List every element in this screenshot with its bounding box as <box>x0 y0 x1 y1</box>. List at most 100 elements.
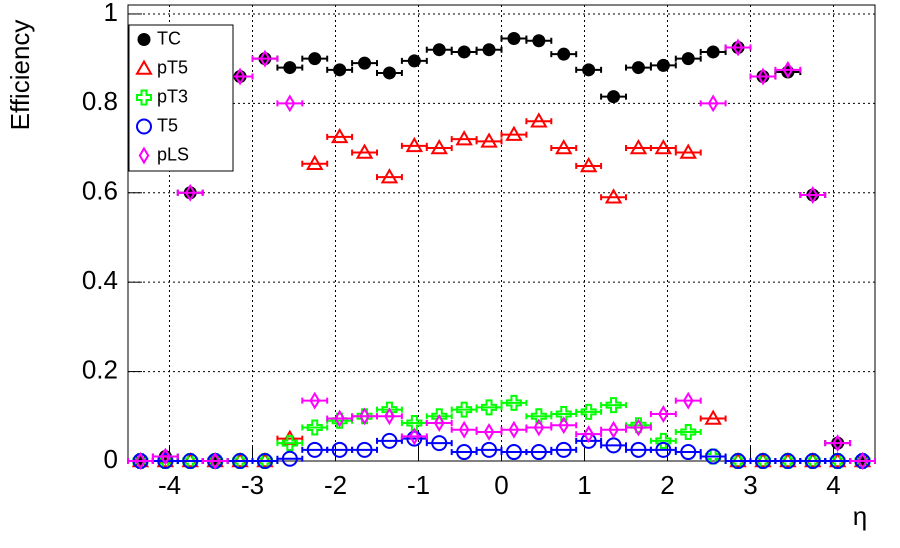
marker <box>330 127 349 144</box>
x-tick-label: -2 <box>324 470 347 500</box>
x-tick-label: 0 <box>494 470 508 500</box>
marker <box>331 441 348 458</box>
marker <box>754 453 771 469</box>
y-tick-label: 0 <box>104 444 118 474</box>
marker <box>782 60 794 79</box>
marker <box>757 67 769 86</box>
marker <box>457 45 471 59</box>
marker <box>707 94 719 113</box>
marker <box>430 139 448 155</box>
marker <box>607 90 621 104</box>
legend-label: TC <box>157 28 181 48</box>
marker <box>306 419 323 436</box>
marker <box>555 441 572 458</box>
marker <box>281 435 298 452</box>
marker <box>355 143 374 159</box>
marker <box>458 420 470 439</box>
legend: TC pT5 pT3 T5 pLS <box>128 24 234 172</box>
marker <box>533 418 545 437</box>
x-tick-label: 4 <box>826 470 840 500</box>
marker <box>431 435 448 452</box>
marker <box>630 441 647 458</box>
marker <box>505 125 523 141</box>
y-tick-label: 0.6 <box>82 176 118 206</box>
marker <box>256 453 273 469</box>
marker <box>557 47 571 61</box>
marker <box>407 54 421 68</box>
marker <box>580 403 597 420</box>
marker <box>456 444 473 461</box>
marker <box>382 66 396 80</box>
marker <box>381 432 398 449</box>
marker <box>583 425 595 444</box>
legend-label: pT3 <box>157 86 188 106</box>
y-tick-label: 0.8 <box>82 86 118 116</box>
marker <box>456 401 473 418</box>
marker <box>508 420 520 439</box>
legend-label: pT5 <box>157 57 188 77</box>
legend-box <box>128 24 234 172</box>
legend-marker <box>136 89 152 106</box>
marker <box>629 139 648 155</box>
marker <box>558 416 570 435</box>
marker <box>405 136 424 153</box>
marker <box>804 453 821 469</box>
marker <box>555 139 573 155</box>
legend-marker <box>137 33 151 46</box>
marker <box>406 415 423 431</box>
marker <box>232 453 249 469</box>
x-axis-label: η <box>853 501 867 531</box>
marker <box>159 447 171 466</box>
y-tick-label: 0.4 <box>82 265 118 295</box>
legend-marker <box>138 146 150 165</box>
marker <box>604 188 623 204</box>
series-t5 <box>127 430 876 469</box>
marker <box>631 61 645 75</box>
legend-label: T5 <box>157 115 178 135</box>
marker <box>135 452 146 470</box>
marker <box>283 61 297 75</box>
x-tick-label: 2 <box>660 470 674 500</box>
marker <box>530 444 547 461</box>
marker <box>433 414 445 432</box>
marker <box>359 407 370 426</box>
marker <box>679 143 697 159</box>
marker <box>284 94 296 113</box>
y-tick-label: 0.2 <box>82 354 118 384</box>
marker <box>334 409 346 428</box>
marker <box>654 139 673 155</box>
marker <box>309 391 321 410</box>
x-tick-label: -3 <box>241 470 264 500</box>
marker <box>306 154 324 170</box>
legend-marker <box>136 118 152 135</box>
marker <box>406 430 423 447</box>
series-pls <box>127 38 876 470</box>
marker <box>333 63 347 77</box>
marker <box>483 422 495 441</box>
marker <box>530 112 548 128</box>
plot-frame <box>127 4 876 462</box>
marker <box>732 38 744 57</box>
marker <box>655 441 672 458</box>
marker <box>829 453 846 469</box>
marker <box>358 56 372 70</box>
marker <box>705 448 722 465</box>
marker <box>779 453 796 469</box>
marker <box>579 156 598 173</box>
marker <box>505 444 522 461</box>
x-tick-label: 3 <box>743 470 757 500</box>
marker <box>532 34 546 48</box>
marker <box>680 423 697 440</box>
marker <box>481 399 498 416</box>
marker <box>605 397 622 414</box>
x-tick-label: -1 <box>407 470 430 500</box>
marker <box>857 452 868 470</box>
legend-marker <box>135 59 153 75</box>
marker <box>681 52 695 66</box>
marker <box>682 391 694 410</box>
marker <box>807 186 819 204</box>
marker <box>505 394 522 411</box>
marker <box>481 441 498 458</box>
marker <box>704 409 722 425</box>
